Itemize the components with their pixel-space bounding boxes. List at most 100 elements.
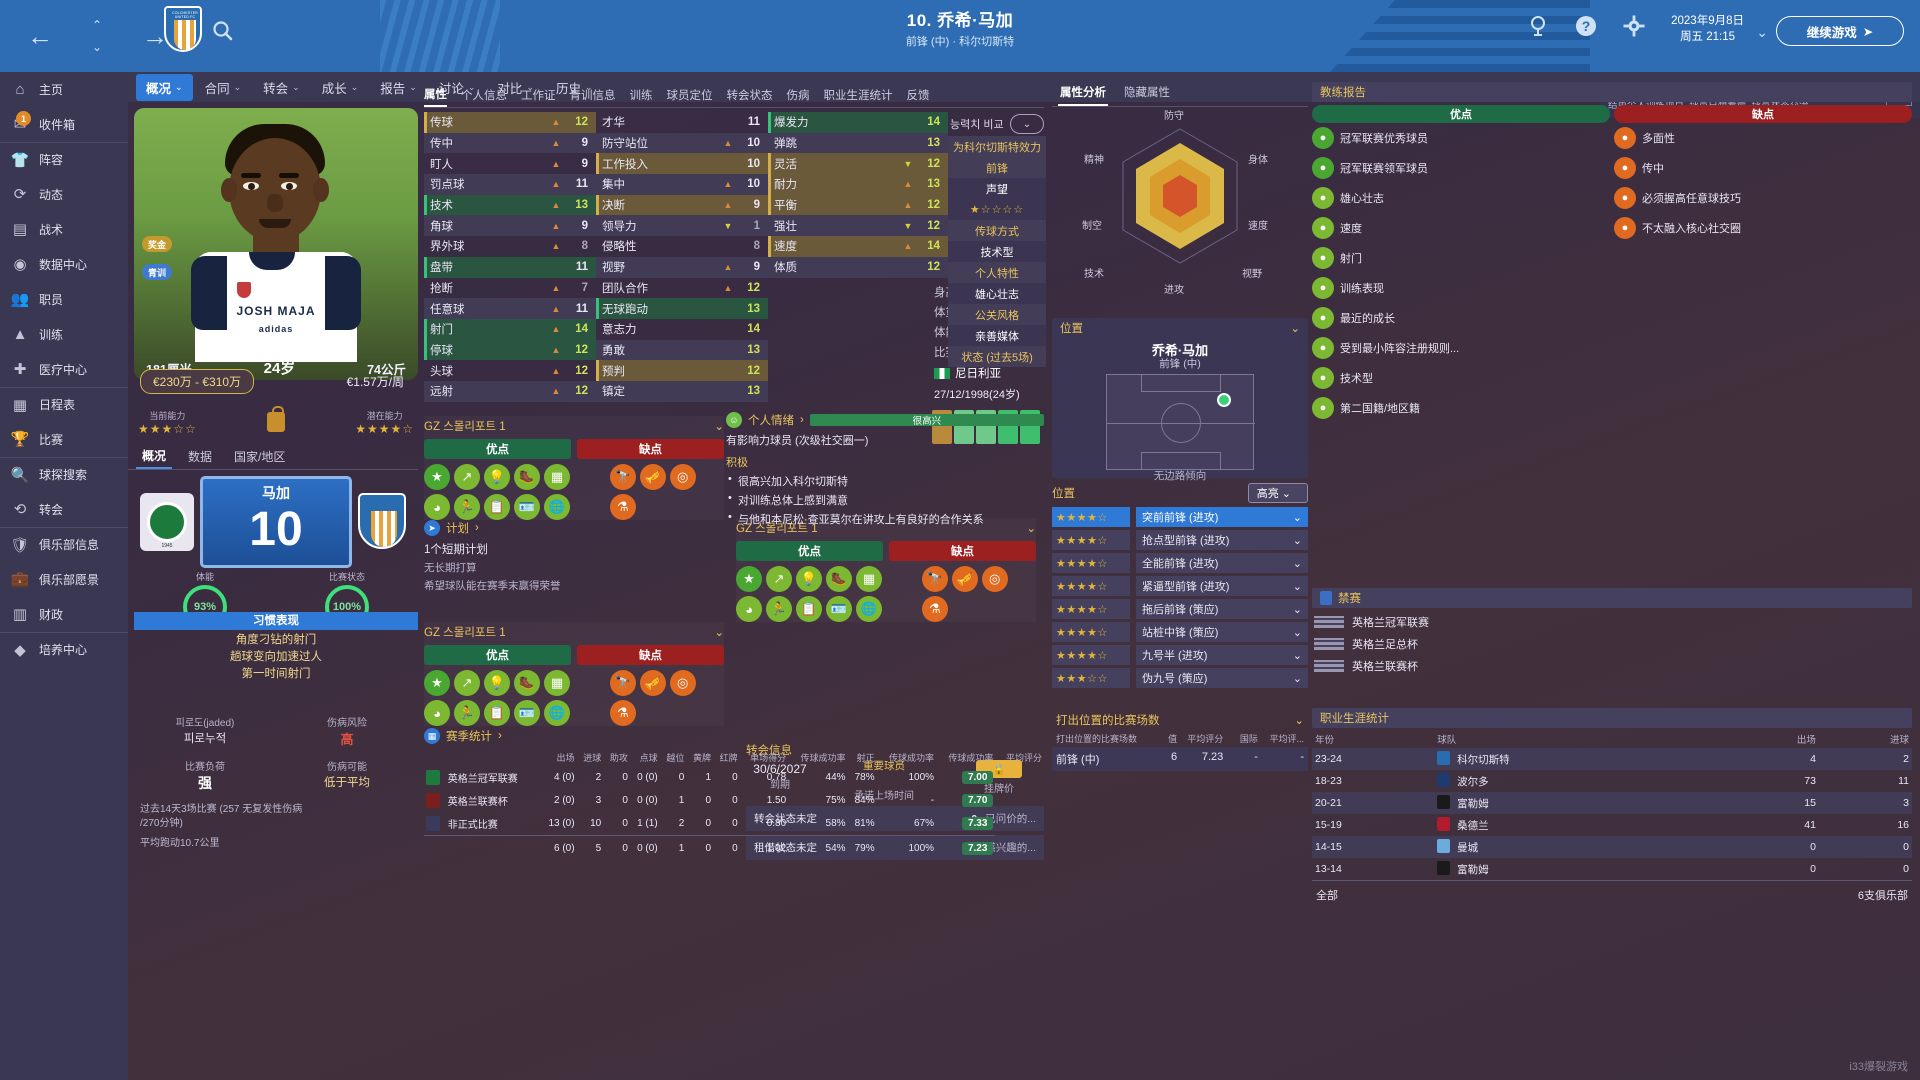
help-icon[interactable]: ? [1574, 14, 1600, 40]
attribute-row[interactable]: 盘带 11 [424, 256, 596, 278]
id-icon[interactable]: 🪪 [826, 596, 852, 622]
report-bad-label[interactable]: 缺点 [889, 541, 1036, 561]
sidebar-item-5[interactable]: ◉ 数据中心 [0, 247, 128, 282]
table-row[interactable]: 15-19 桑德兰 41 16 [1312, 814, 1912, 836]
role-name[interactable]: 紧逼型前锋 (进攻) ⌄ [1136, 576, 1308, 596]
role-name[interactable]: 伪九号 (策应) ⌄ [1136, 668, 1308, 688]
boot-icon[interactable]: 🥾 [514, 464, 540, 490]
id-icon[interactable]: 🪪 [514, 700, 540, 726]
attribute-row[interactable]: 角球 ▲ 9 [424, 215, 596, 237]
attribute-row[interactable]: 工作投入 10 [596, 153, 768, 175]
game-date[interactable]: 2023年9月8日 周五 21:15 [1671, 12, 1744, 44]
attribute-row[interactable]: 决断 ▲ 9 [596, 194, 768, 216]
sidebar-item-15[interactable]: ▥ 财政 [0, 597, 128, 632]
clipboard-icon[interactable]: 📋 [484, 700, 510, 726]
arrow-up-icon[interactable]: ↗ [766, 566, 792, 592]
attribute-row[interactable]: 界外球 ▲ 8 [424, 236, 596, 257]
nav-history-stepper[interactable]: ⌃ ⌄ [82, 14, 112, 60]
sidebar-item-11[interactable]: 🔍 球探搜索 [0, 457, 128, 492]
sidebar-item-2[interactable]: 👕 阵容 [0, 142, 128, 177]
attribute-row[interactable]: 传中 ▲ 9 [424, 132, 596, 154]
target-icon[interactable]: ◎ [669, 464, 696, 490]
arrow-up-icon[interactable]: ↗ [454, 464, 480, 490]
id-icon[interactable]: 🪪 [514, 494, 540, 520]
chevron-down-icon[interactable]: ⌄ [714, 627, 724, 639]
attr-tab-8[interactable]: 职业生涯统计 [823, 90, 893, 102]
attribute-row[interactable]: 防守站位 ▲ 10 [596, 132, 768, 154]
continue-game-button[interactable]: 继续游戏 ➤ [1776, 16, 1904, 46]
attr-tab-4[interactable]: 训练 [629, 90, 653, 102]
boot-icon[interactable]: 🥾 [514, 670, 540, 696]
grid-icon[interactable]: ▦ [856, 566, 882, 592]
gauge-icon[interactable]: ◕ [424, 700, 450, 726]
attribute-row[interactable]: 弹跳 13 [768, 132, 948, 154]
table-row[interactable]: 18-23 波尔多 73 11 [1312, 770, 1912, 792]
grid-icon[interactable]: ▦ [544, 670, 570, 696]
club-tab-2[interactable]: 国家/地区 [234, 450, 286, 464]
sidebar-item-6[interactable]: 👥 职员 [0, 282, 128, 317]
binoculars-icon[interactable]: 🔭 [921, 566, 948, 592]
sidebar-item-0[interactable]: ⌂ 主页 [0, 72, 128, 107]
sidebar-item-16[interactable]: ◆ 培养中心 [0, 632, 128, 667]
attribute-row[interactable]: 意志力 14 [596, 319, 768, 340]
flask-icon[interactable]: ⚗ [609, 700, 636, 726]
sidebar-item-12[interactable]: ⟲ 转会 [0, 492, 128, 527]
clipboard-icon[interactable]: 📋 [484, 494, 510, 520]
attribute-row[interactable]: 侵略性 8 [596, 236, 768, 257]
target-icon[interactable]: ◎ [981, 566, 1008, 592]
attribute-row[interactable]: 平衡 ▲ 12 [768, 194, 948, 216]
analysis-tab-1[interactable]: 隐藏属性 [1124, 87, 1170, 99]
chevron-down-icon[interactable]: ⌄ [1026, 523, 1036, 535]
chevron-down-icon[interactable]: ⌄ [1290, 323, 1300, 335]
pitch-diagram[interactable] [1106, 374, 1255, 470]
sidebar-item-3[interactable]: ⟳ 动态 [0, 177, 128, 212]
chevron-down-icon[interactable]: ⌄ [1010, 114, 1044, 134]
flask-icon[interactable]: ⚗ [921, 596, 948, 622]
lightbulb-icon[interactable]: 💡 [796, 566, 822, 592]
globe-icon[interactable]: 🌐 [856, 596, 882, 622]
subnav-tab-5[interactable]: 讨论 ⌄ [429, 74, 486, 101]
table-row[interactable]: 非正式比赛 13 (0) 10 0 1 (1) 2 0 0 0.80 58% 8… [424, 812, 1044, 836]
gear-icon[interactable] [1622, 14, 1648, 40]
flask-icon[interactable]: ⚗ [609, 494, 636, 520]
attribute-row[interactable]: 才华 11 [596, 112, 768, 133]
clipboard-icon[interactable]: 📋 [796, 596, 822, 622]
transfer-row-0[interactable]: 转会状态未定 0 已问价的... [746, 806, 1044, 831]
role-row-7[interactable]: ★★★☆☆ 伪九号 (策应) ⌄ [1052, 667, 1308, 689]
role-row-3[interactable]: ★★★★☆ 紧逼型前锋 (进攻) ⌄ [1052, 575, 1308, 597]
globe-icon[interactable] [1526, 14, 1552, 40]
report-good-label[interactable]: 优点 [736, 541, 883, 561]
attribute-row[interactable]: 集中 ▲ 10 [596, 174, 768, 195]
subnav-tab-7[interactable]: 历史 ⌄ [546, 74, 603, 101]
attribute-row[interactable]: 体质 12 [768, 256, 948, 278]
subnav-tab-0[interactable]: 概况 ⌄ [136, 73, 193, 101]
attribute-row[interactable]: 头球 ▲ 12 [424, 360, 596, 381]
subnav-tab-3[interactable]: 成长 ⌄ [312, 74, 369, 101]
table-row[interactable]: 14-15 曼城 0 0 [1312, 836, 1912, 858]
run-icon[interactable]: 🏃 [454, 700, 480, 726]
report-good-label[interactable]: 优点 [424, 439, 571, 459]
chevron-down-icon[interactable]: ⌄ [714, 421, 724, 433]
role-row-0[interactable]: ★★★★☆ 突前前锋 (进攻) ⌄ [1052, 506, 1308, 528]
whistle-icon[interactable]: 🎺 [951, 566, 978, 592]
role-row-5[interactable]: ★★★★☆ 站桩中锋 (策应) ⌄ [1052, 621, 1308, 643]
subnav-tab-1[interactable]: 合同 ⌄ [195, 74, 252, 101]
attr-tab-2[interactable]: 工作证 [521, 90, 556, 102]
run-icon[interactable]: 🏃 [454, 494, 480, 520]
subnav-tab-2[interactable]: 转会 ⌄ [253, 74, 310, 101]
role-row-1[interactable]: ★★★★☆ 抢点型前锋 (进攻) ⌄ [1052, 529, 1308, 551]
star-icon[interactable]: ★ [424, 464, 450, 490]
report-bad-label[interactable]: 缺点 [577, 645, 724, 665]
attribute-row[interactable]: 速度 ▲ 14 [768, 236, 948, 257]
report-good-label[interactable]: 优点 [424, 645, 571, 665]
chevron-down-icon[interactable]: ⌄ [1294, 715, 1304, 727]
attribute-row[interactable]: 罚点球 ▲ 11 [424, 174, 596, 195]
attribute-row[interactable]: 团队合作 ▲ 12 [596, 278, 768, 299]
role-name[interactable]: 站桩中锋 (策应) ⌄ [1136, 622, 1308, 642]
attribute-row[interactable]: 射门 ▲ 14 [424, 318, 596, 340]
club-crest-icon[interactable]: COLCHESTER UNITED FC [164, 6, 202, 52]
attribute-row[interactable]: 耐力 ▲ 13 [768, 174, 948, 195]
club-tab-1[interactable]: 数据 [188, 450, 213, 464]
role-row-6[interactable]: ★★★★☆ 九号半 (进攻) ⌄ [1052, 644, 1308, 666]
attr-tab-6[interactable]: 转会状态 [726, 90, 773, 102]
